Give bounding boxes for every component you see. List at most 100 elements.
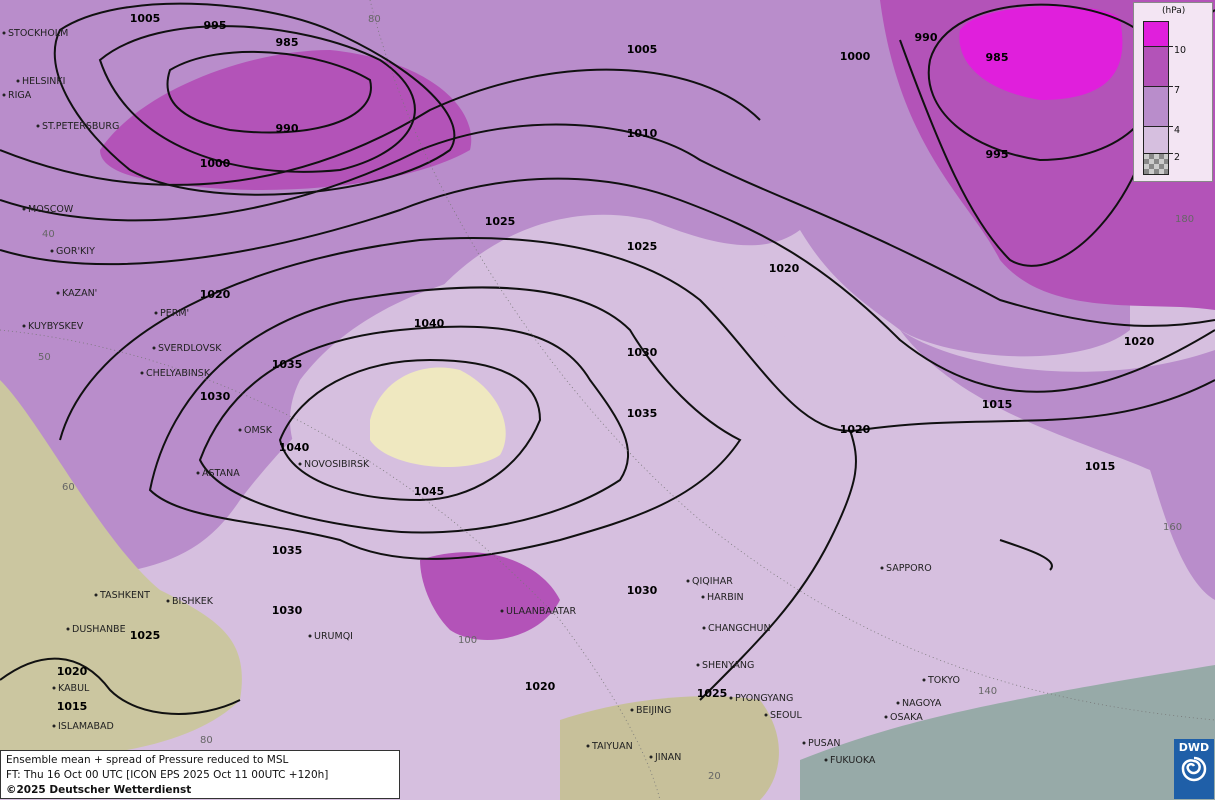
city-marker	[56, 291, 60, 295]
isobar-label: 1030	[272, 604, 303, 617]
spread-7-region-ne	[880, 0, 1215, 310]
caption-forecast-time: FT: Thu 16 Oct 00 UTC [ICON EPS 2025 Oct…	[6, 769, 329, 781]
isobar-label: 1045	[414, 485, 445, 498]
city-marker	[36, 124, 40, 128]
legend-tick	[1168, 153, 1173, 154]
gridline-label: 20	[708, 771, 721, 782]
terrain-region-plateau	[370, 367, 506, 467]
legend-swatch-7-10	[1143, 46, 1169, 87]
isobar-label: 1015	[982, 398, 1013, 411]
gridline-label: 50	[38, 352, 51, 363]
isobar-label: 1020	[769, 262, 800, 275]
city-label: KUYBYSKEV	[28, 321, 84, 332]
city-label: GOR'KIY	[56, 246, 95, 257]
city-marker	[2, 31, 6, 35]
isobar-label: 1025	[130, 629, 161, 642]
city-label: TAIYUAN	[591, 741, 633, 752]
city-marker	[16, 79, 20, 83]
city-label: TOKYO	[927, 675, 960, 686]
city-marker	[22, 324, 26, 328]
legend-swatch-4-7	[1143, 86, 1169, 127]
gridline-label: 60	[62, 482, 75, 493]
legend-tick	[1168, 86, 1173, 87]
gridline-label: 160	[1163, 522, 1182, 533]
city-label: SAPPORO	[886, 563, 932, 574]
isobar-label: 1000	[200, 157, 231, 170]
spread-7-region-asia	[420, 552, 560, 640]
isobar-label: 1020	[840, 423, 871, 436]
spread-10-region	[959, 6, 1123, 100]
city-marker	[896, 701, 900, 705]
city-label: OMSK	[244, 425, 273, 436]
swirl-icon	[1181, 756, 1207, 782]
dwd-logo-text: DWD	[1178, 741, 1210, 754]
city-marker	[154, 311, 158, 315]
city-label: PYONGYANG	[735, 693, 793, 704]
city-label: PERM'	[160, 308, 189, 319]
spread-4-region-east	[900, 330, 1215, 600]
city-label: ULAANBAATAR	[506, 606, 576, 617]
city-marker	[2, 93, 6, 97]
caption-title: Ensemble mean + spread of Pressure reduc…	[6, 754, 289, 766]
city-label: SHENYANG	[702, 660, 754, 671]
city-marker	[729, 696, 733, 700]
city-marker	[764, 713, 768, 717]
city-marker	[196, 471, 200, 475]
isobar-label: 1040	[414, 317, 445, 330]
city-label: MOSCOW	[28, 204, 74, 215]
city-label: HELSINKI	[22, 76, 65, 87]
city-label: ASTANA	[202, 468, 240, 479]
city-marker	[166, 599, 170, 603]
city-label: NOVOSIBIRSK	[304, 459, 370, 470]
city-marker	[586, 744, 590, 748]
city-marker	[630, 708, 634, 712]
city-marker	[52, 724, 56, 728]
city-label: CHELYABINSK	[146, 368, 211, 379]
city-marker	[50, 249, 54, 253]
city-label: ISLAMABAD	[58, 721, 114, 732]
isobar-label: 1005	[130, 12, 161, 25]
city-marker	[824, 758, 828, 762]
dwd-logo: DWD	[1174, 739, 1214, 799]
city-marker	[884, 715, 888, 719]
isobar-label: 1020	[525, 680, 556, 693]
legend-label-10: 10	[1174, 45, 1187, 56]
city-marker	[701, 595, 705, 599]
city-label: QIQIHAR	[692, 576, 733, 587]
isobar-label: 1025	[697, 687, 728, 700]
isobar-label: 1035	[272, 544, 303, 557]
gridline-label: 40	[42, 229, 55, 240]
legend-tick	[1168, 126, 1173, 127]
legend-swatch-below-2	[1143, 153, 1169, 175]
isobar-label: 1015	[57, 700, 88, 713]
isobar-label: 990	[915, 31, 938, 44]
city-label: TASHKENT	[99, 590, 150, 601]
isobar-label: 1040	[279, 441, 310, 454]
isobar-label: 1000	[840, 50, 871, 63]
spread-legend: (hPa) 10 7 4 2	[1133, 2, 1213, 182]
legend-swatch-10plus	[1143, 21, 1169, 47]
city-marker	[22, 207, 26, 211]
map-caption: Ensemble mean + spread of Pressure reduc…	[0, 750, 400, 799]
city-marker	[94, 593, 98, 597]
isobar-label: 1035	[272, 358, 303, 371]
legend-swatch-2-4	[1143, 126, 1169, 154]
city-label: BEIJING	[636, 705, 671, 716]
city-marker	[298, 462, 302, 466]
city-label: ST.PETERSBURG	[42, 121, 119, 132]
city-label: RIGA	[8, 90, 32, 101]
city-marker	[880, 566, 884, 570]
city-label: URUMQI	[314, 631, 353, 642]
isobar-label: 1030	[627, 584, 658, 597]
isobar-label: 985	[276, 36, 299, 49]
isobar-label: 1025	[627, 240, 658, 253]
isobar-label: 1010	[627, 127, 658, 140]
city-label: SEOUL	[770, 710, 802, 721]
city-marker	[686, 579, 690, 583]
gridline-label: 140	[978, 686, 997, 697]
city-label: NAGOYA	[902, 698, 942, 709]
city-label: FUKUOKA	[830, 755, 876, 766]
city-label: BISHKEK	[172, 596, 214, 607]
